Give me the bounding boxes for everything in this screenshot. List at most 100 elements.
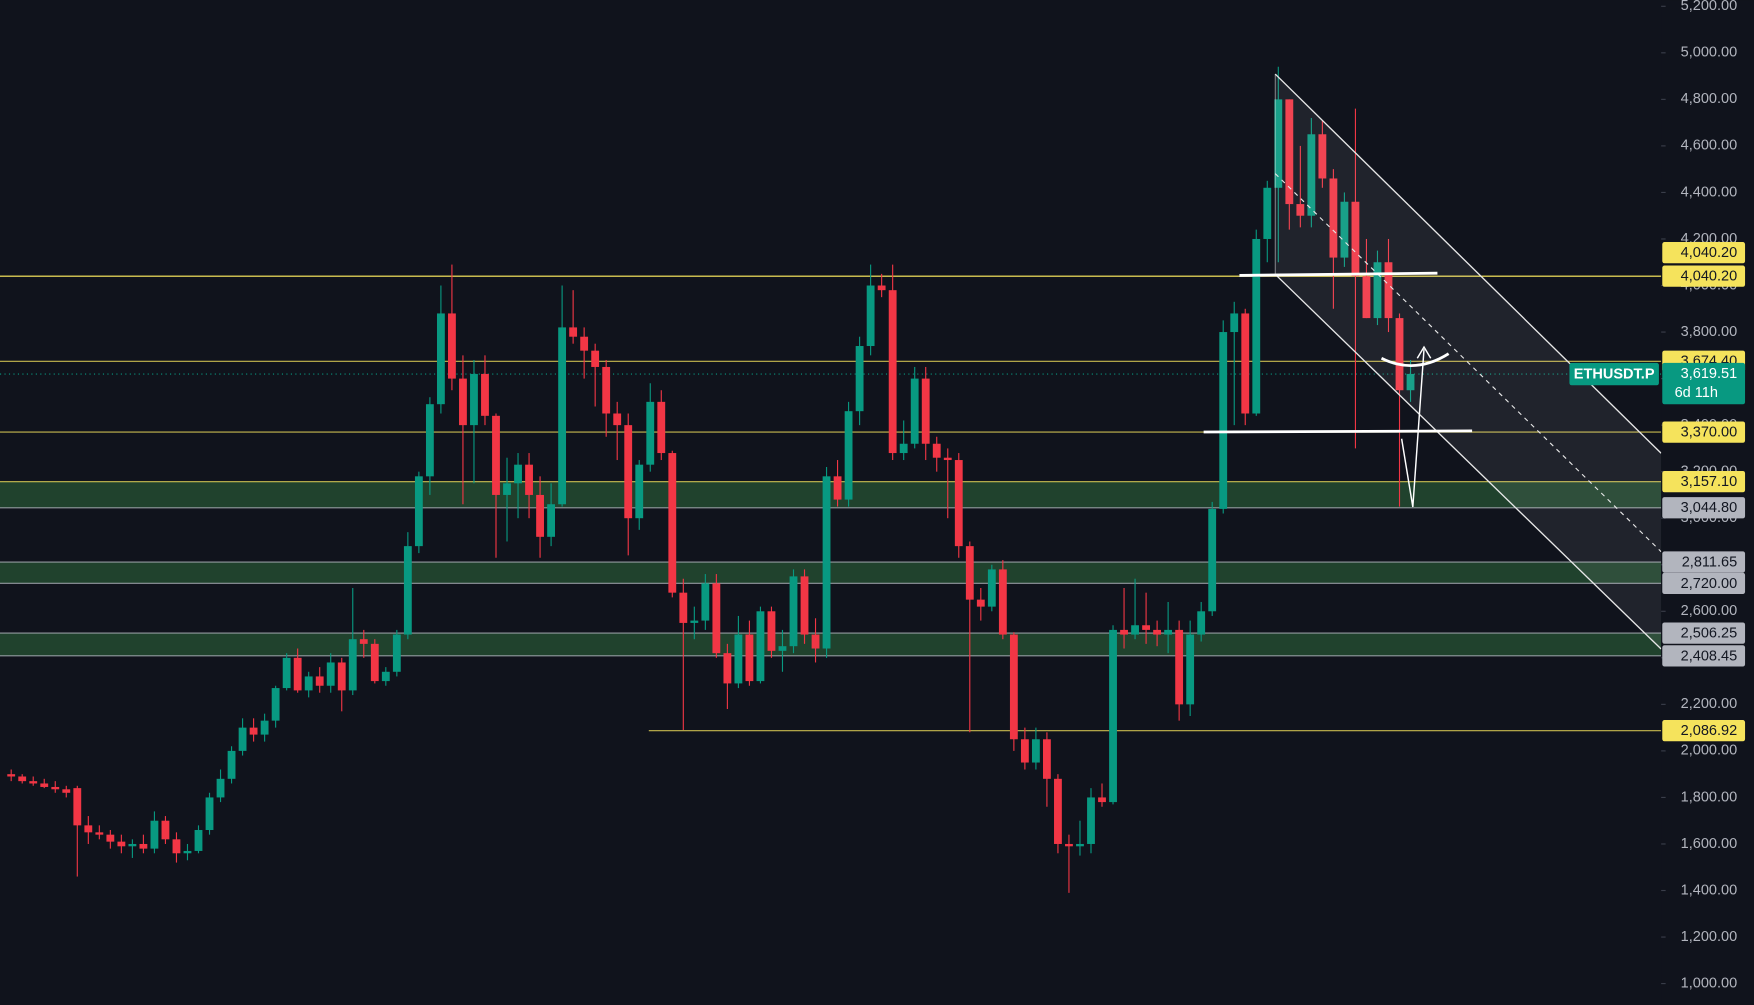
candle-body (624, 425, 633, 519)
candle-body (1362, 276, 1371, 319)
candle-body (602, 366, 611, 414)
y-tick-label: 5,200.00 (1681, 0, 1738, 14)
candle-body (470, 373, 478, 426)
candle-body (117, 841, 126, 847)
candle-body (403, 546, 412, 635)
candle-body (1373, 262, 1382, 319)
arrow-head (1416, 345, 1432, 359)
level-label-box (1662, 551, 1746, 573)
candle-body (833, 476, 842, 500)
y-tick-label: 5,000.00 (1681, 45, 1738, 61)
candle-body (348, 639, 357, 691)
candle-body (282, 657, 291, 689)
arrow-path (1400, 349, 1425, 508)
level-label: 3,157.10 (1681, 474, 1738, 490)
level-label-box (1662, 572, 1746, 594)
candle-body (525, 464, 533, 495)
support-stroke (1203, 429, 1473, 434)
candle-body (789, 576, 798, 647)
candle-body (965, 546, 974, 600)
candle-body (1241, 313, 1250, 414)
candle-body (976, 599, 985, 607)
candle-body (800, 576, 809, 635)
candle-body (260, 720, 269, 735)
candle-body (448, 313, 456, 379)
candle-body (481, 373, 489, 416)
candle-body (194, 830, 203, 851)
level-label: 3,370.00 (1681, 425, 1738, 441)
candle-body (1043, 739, 1051, 779)
candle-body (1197, 611, 1206, 635)
candle-body (701, 583, 710, 621)
candle-body (569, 327, 578, 337)
last-price-label: 3,619.51 (1681, 366, 1738, 382)
y-tick-label: 1,200.00 (1681, 929, 1738, 945)
candle-body (690, 620, 699, 623)
candle-body (425, 404, 434, 477)
candle-body (503, 483, 511, 495)
candle-body (1087, 797, 1095, 844)
zone (0, 633, 1662, 656)
candle-body (1153, 629, 1162, 635)
level-label: 2,506.25 (1681, 626, 1738, 642)
level-label-box (1662, 265, 1746, 287)
candle-body (1274, 99, 1283, 188)
candle-body (436, 313, 445, 405)
candle-body (62, 789, 71, 793)
candle-body (899, 443, 908, 454)
symbol-label: ETHUSDT.P (1574, 366, 1655, 382)
candle-body (414, 476, 423, 547)
candle-body (1020, 739, 1029, 763)
candle-body (767, 611, 776, 651)
drawings (1203, 73, 1662, 650)
candle-body (227, 750, 236, 779)
candle-body (359, 639, 368, 644)
candle-body (932, 443, 941, 458)
candle-body (921, 378, 930, 444)
y-tick-label: 4,600.00 (1681, 138, 1738, 154)
candle-body (1318, 134, 1327, 179)
channel-mid (1274, 173, 1662, 553)
y-tick-label: 4,800.00 (1681, 91, 1738, 107)
candle-body (1230, 313, 1239, 333)
candle-body (1296, 204, 1305, 216)
candle-body (139, 843, 148, 849)
candle-body (1219, 332, 1228, 509)
candle-body (855, 346, 864, 412)
level-label: 2,086.92 (1681, 723, 1738, 739)
channel-upper (1274, 73, 1662, 454)
candle-body (998, 569, 1007, 635)
level-label: 4,040.20 (1681, 269, 1738, 285)
candle-body (657, 401, 666, 454)
level-label-box (1662, 421, 1746, 443)
candle-body (1208, 508, 1217, 612)
candles (7, 66, 1415, 893)
candle-body (106, 834, 115, 842)
candle-body (1109, 629, 1117, 803)
candle-body (580, 336, 589, 351)
candle-body (547, 504, 556, 537)
candle-body (723, 653, 732, 684)
symbol-box (1569, 362, 1659, 386)
candle-body (73, 788, 82, 826)
level-label: 2,720.00 (1681, 576, 1738, 592)
candle-body (1065, 843, 1073, 847)
candle-body (326, 662, 335, 686)
candle-body (304, 676, 313, 691)
candle-body (18, 776, 27, 782)
candle-body (293, 657, 302, 691)
candle-body (161, 820, 170, 840)
level-label-box (1662, 720, 1746, 742)
candle-body (1307, 134, 1316, 216)
candle-body (459, 378, 467, 426)
candle-body (712, 583, 721, 654)
candle-body (844, 411, 853, 500)
countdown-label: 6d 11h (1675, 385, 1718, 401)
zone (0, 562, 1662, 584)
candle-body (1131, 625, 1139, 635)
candle-body (238, 727, 247, 751)
candle-body (591, 350, 600, 367)
candle-body (778, 646, 787, 651)
